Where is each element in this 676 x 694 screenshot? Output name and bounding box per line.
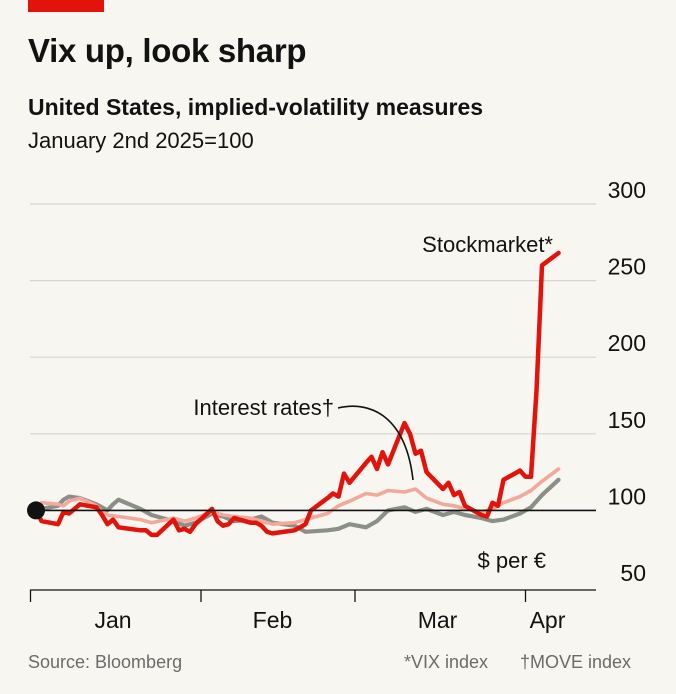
x-tick-label-mar: Mar <box>418 607 458 633</box>
x-tick-label-feb: Feb <box>253 607 293 633</box>
y-tick-label-150: 150 <box>608 407 646 433</box>
x-tick-label-jan: Jan <box>94 607 131 633</box>
source-note: Source: Bloomberg <box>28 652 183 672</box>
y-axis-labels: 50 100 150 200 250 300 <box>608 177 646 586</box>
x-tick-label-apr: Apr <box>530 607 566 633</box>
leader-line-interest-rates <box>337 405 414 481</box>
y-tick-label-300: 300 <box>608 177 646 203</box>
footnote-vix: *VIX index <box>404 652 489 672</box>
x-axis: Jan Feb Mar Apr <box>29 589 596 633</box>
series-line-stockmarket <box>33 250 561 538</box>
start-marker <box>27 501 45 520</box>
label-dollar-per-euro: $ per € <box>478 548 547 573</box>
series-layer <box>33 250 561 538</box>
annotations: Stockmarket* Interest rates† $ per € <box>193 232 553 573</box>
y-tick-label-50: 50 <box>620 560 646 586</box>
gridlines <box>30 203 596 435</box>
y-tick-label-250: 250 <box>608 254 646 280</box>
chart-title: Vix up, look sharp <box>28 32 307 69</box>
brand-tag <box>28 0 104 12</box>
footnote-move: †MOVE index <box>520 652 632 672</box>
y-tick-label-200: 200 <box>608 330 646 356</box>
label-interest-rates: Interest rates† <box>193 395 334 420</box>
index-note: January 2nd 2025=100 <box>28 128 254 153</box>
chart-subtitle: United States, implied-volatility measur… <box>28 94 484 120</box>
label-stockmarket: Stockmarket* <box>422 232 553 257</box>
y-tick-label-100: 100 <box>608 483 646 509</box>
